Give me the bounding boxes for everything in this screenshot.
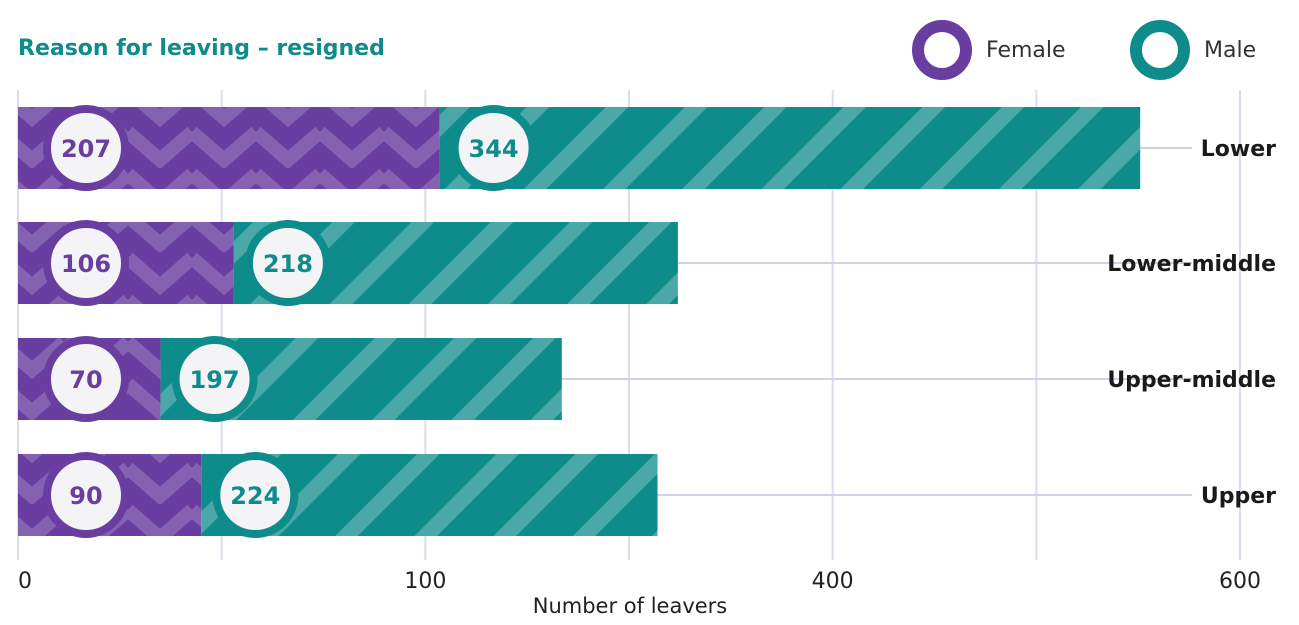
male-value-bubble [212,452,299,538]
legend-label-female: Female [986,37,1066,63]
x-tick-label: 600 [1219,569,1261,594]
female-value-bubble [43,336,129,422]
legend-swatch-female-icon [912,20,972,80]
category-label: Lower [1201,137,1276,162]
x-tick-label: 0 [18,569,32,594]
female-value-bubble [43,452,129,538]
bar-male [439,107,1141,189]
female-value-bubble [43,220,129,306]
male-value-bubble [171,336,258,422]
male-value-label: 197 [190,366,240,394]
female-value-bubble [43,105,129,191]
legend-item-male: Male [1130,20,1256,80]
female-value-label: 70 [69,366,102,394]
category-label: Lower-middle [1107,252,1276,277]
male-value-label: 224 [230,482,280,510]
male-value-bubble [244,220,331,306]
x-tick-label: 100 [404,569,446,594]
female-value-label: 207 [61,135,111,163]
male-value-label: 218 [263,250,313,278]
male-value-bubble [450,105,537,191]
x-axis-label: Number of leavers [532,594,728,618]
category-label: Upper [1201,484,1276,509]
male-value-label: 344 [469,135,519,163]
female-value-label: 90 [69,482,102,510]
category-label: Upper-middle [1107,368,1276,393]
female-value-label: 106 [61,250,111,278]
chart-title: Reason for leaving – resigned [18,36,385,61]
legend-label-male: Male [1204,37,1257,63]
legend-item-female: Female [912,20,1066,80]
x-tick-label: 400 [812,569,854,594]
